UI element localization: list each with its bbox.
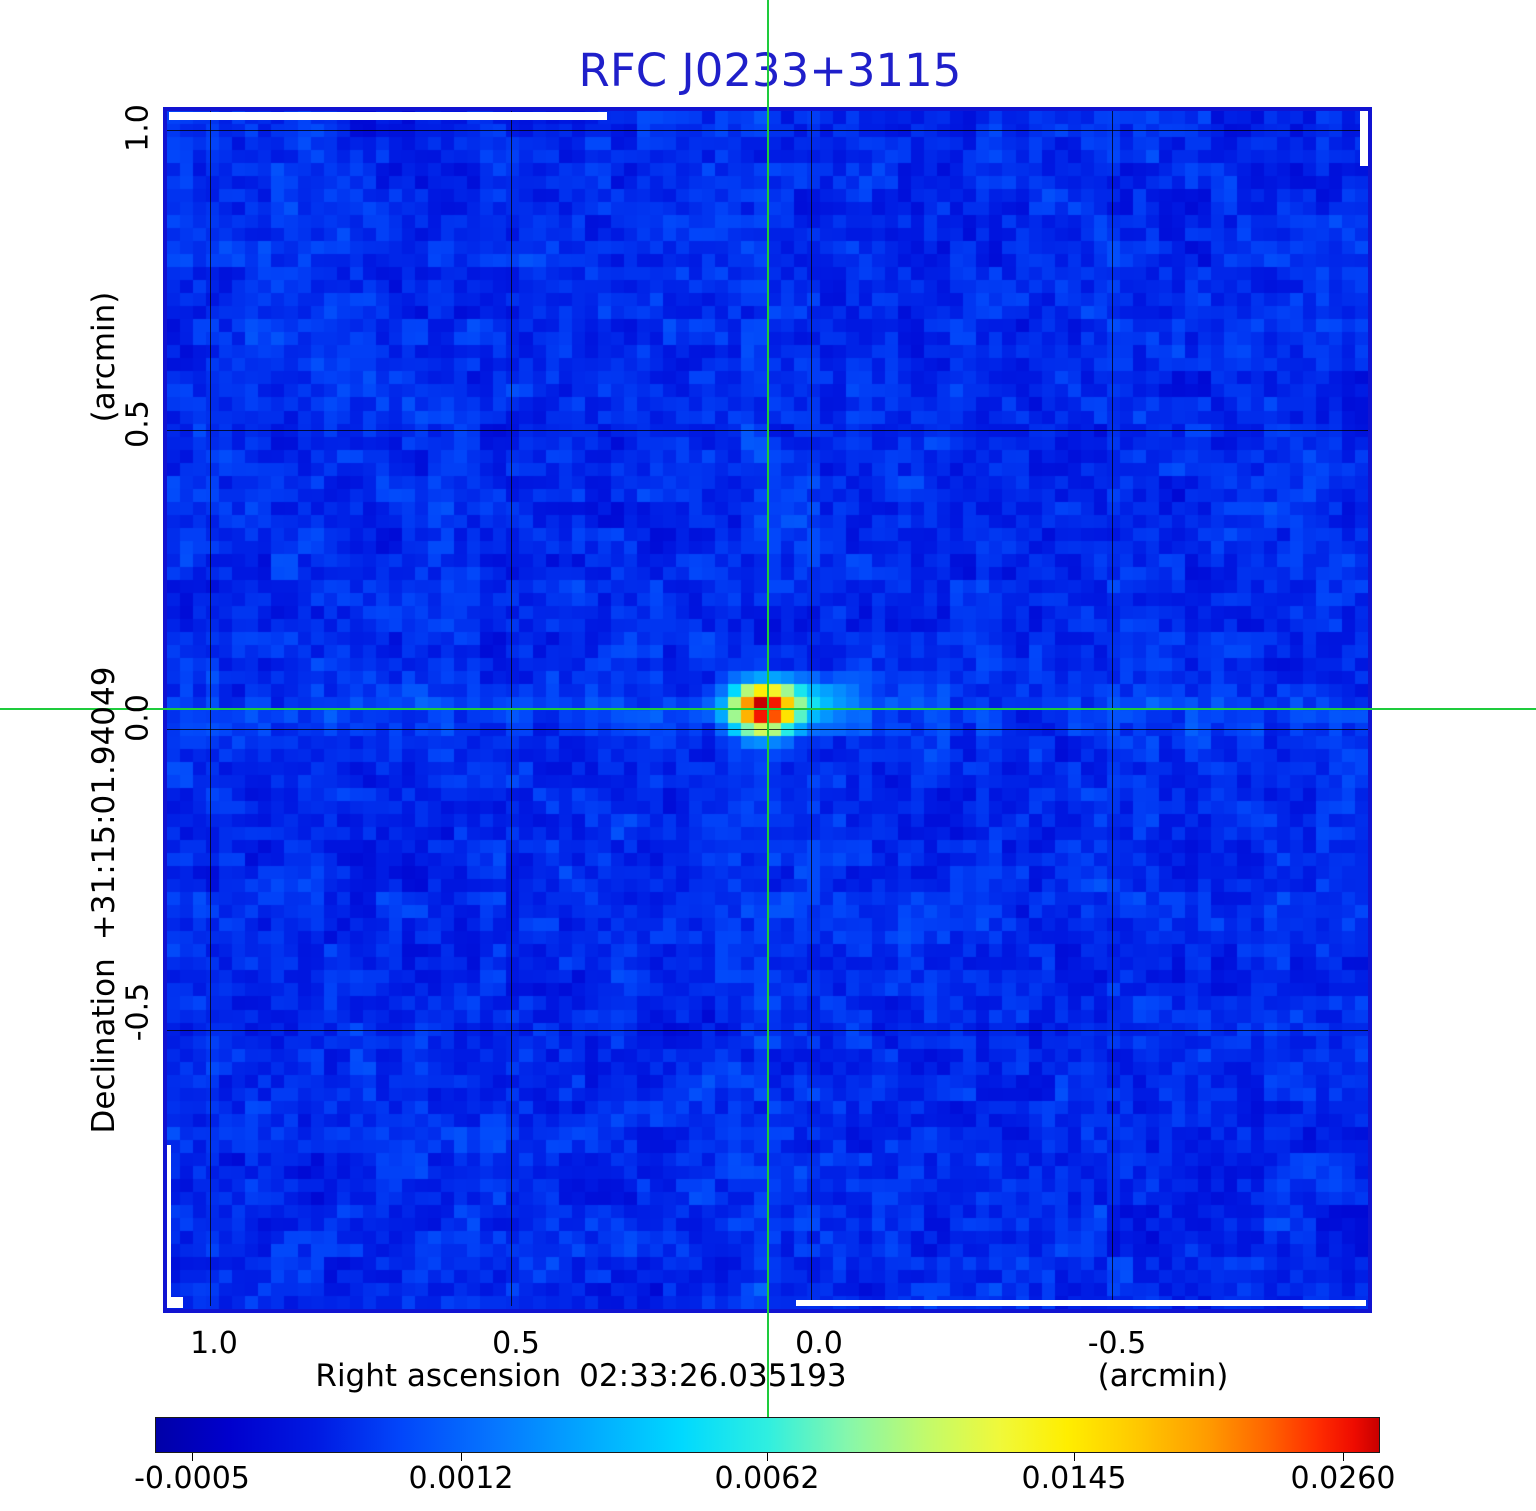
y-axis-label-text: Declination bbox=[86, 958, 122, 1134]
x-tick-1.0: 1.0 bbox=[190, 1326, 238, 1361]
blank-edge-bottom bbox=[796, 1300, 1366, 1306]
crosshair-horizontal-line bbox=[0, 708, 1536, 710]
colorbar-tick bbox=[192, 1453, 193, 1461]
x-tick-0.5: 0.5 bbox=[492, 1326, 540, 1361]
y-tick-1.0: 1.0 bbox=[120, 104, 156, 152]
colorbar-tick bbox=[767, 1453, 768, 1461]
blank-edge-corner bbox=[167, 1297, 183, 1308]
y-tick--0.5: -0.5 bbox=[120, 982, 156, 1042]
y-axis-unit: (arcmin) bbox=[86, 291, 122, 423]
colorbar-label-3: 0.0062 bbox=[714, 1461, 820, 1496]
blank-edge-left bbox=[167, 1145, 171, 1307]
colorbar-gradient bbox=[155, 1417, 1380, 1453]
colorbar-label-4: 0.0145 bbox=[1021, 1461, 1127, 1496]
x-axis-unit: (arcmin) bbox=[1097, 1358, 1229, 1394]
x-tick--0.5: -0.5 bbox=[1087, 1326, 1147, 1361]
blank-edge-right bbox=[1360, 111, 1368, 166]
x-axis-label: Right ascension 02:33:26.035193 bbox=[315, 1358, 846, 1394]
colorbar-tick bbox=[1074, 1453, 1075, 1461]
page-title: RFC J0233+3115 bbox=[578, 44, 962, 97]
x-tick-0.0: 0.0 bbox=[795, 1326, 843, 1361]
y-axis-label: Declination +31:15:01.94049 bbox=[86, 667, 122, 1134]
colorbar-label-min: -0.0005 bbox=[134, 1461, 250, 1496]
y-tick-0.5: 0.5 bbox=[120, 400, 156, 448]
x-axis-label-text: Right ascension bbox=[315, 1358, 562, 1394]
y-axis-coordinate: +31:15:01.94049 bbox=[86, 666, 122, 941]
x-axis-coordinate: 02:33:26.035193 bbox=[579, 1358, 847, 1394]
colorbar-label-max: 0.0260 bbox=[1290, 1461, 1396, 1496]
colorbar-tick bbox=[461, 1453, 462, 1461]
blank-edge-top bbox=[169, 112, 607, 120]
colorbar-label-2: 0.0012 bbox=[408, 1461, 514, 1496]
colorbar-tick bbox=[1343, 1453, 1344, 1461]
y-tick-0.0: 0.0 bbox=[120, 694, 156, 742]
